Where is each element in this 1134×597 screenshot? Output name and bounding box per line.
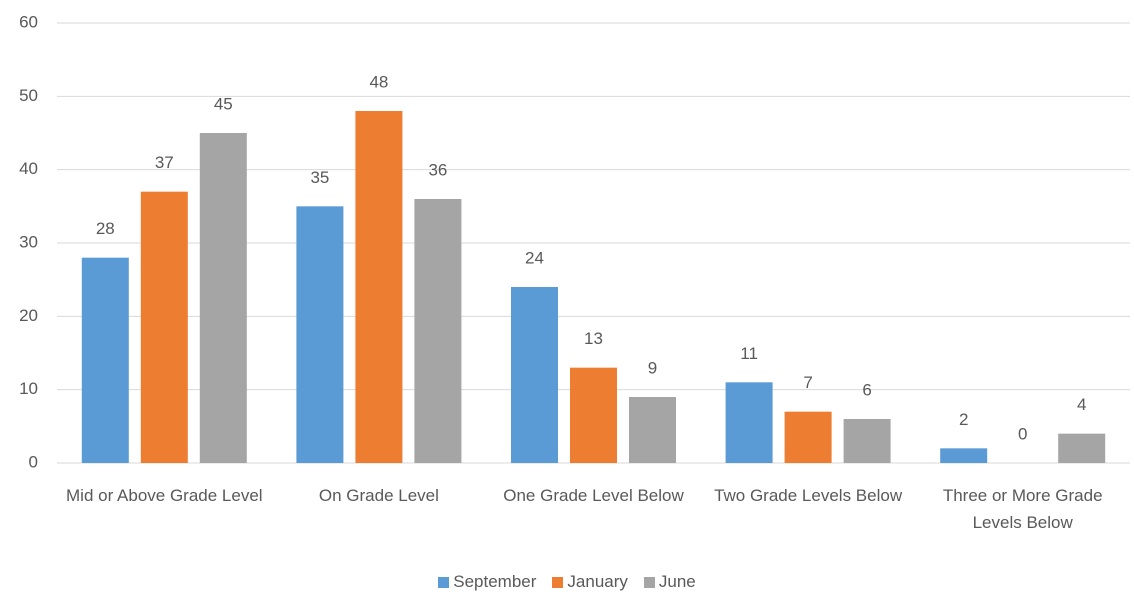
legend-swatch (438, 576, 450, 588)
value-label: 13 (584, 329, 603, 348)
bar (629, 397, 676, 463)
x-tick-label: On Grade Level (318, 486, 439, 505)
value-label: 37 (155, 153, 174, 172)
y-tick-label: 40 (19, 159, 38, 178)
value-label: 11 (740, 344, 758, 363)
x-tick-label: One Grade Level Below (503, 486, 684, 505)
value-label: 9 (648, 358, 657, 377)
bar (725, 382, 773, 463)
legend-swatch (643, 576, 655, 588)
value-label: 48 (369, 72, 388, 91)
value-label: 45 (214, 94, 233, 113)
legend-label: January (567, 572, 628, 591)
y-tick-label: 0 (29, 452, 38, 471)
y-tick-label: 20 (19, 306, 38, 325)
legend-swatch (552, 576, 564, 588)
x-tick-label: Two Grade Levels Below (714, 486, 903, 505)
y-tick-label: 10 (19, 379, 38, 398)
value-label: 35 (310, 168, 329, 187)
bar (140, 191, 188, 463)
bar (296, 206, 344, 464)
value-label: 24 (525, 248, 544, 267)
bar (843, 419, 891, 463)
y-tick-label: 30 (19, 232, 38, 251)
bar (81, 257, 129, 463)
legend: September January June (0, 572, 1134, 592)
value-label: 6 (862, 380, 871, 399)
bar (414, 199, 462, 463)
legend-item: September (438, 572, 536, 592)
y-tick-label: 60 (19, 12, 38, 31)
x-tick-label: Mid or Above Grade Level (66, 486, 263, 505)
bar (1058, 433, 1106, 463)
legend-label: June (658, 572, 696, 591)
bar (511, 287, 558, 463)
bar (199, 133, 247, 463)
bar (940, 448, 988, 463)
bar (784, 411, 832, 463)
value-label: 2 (959, 410, 968, 429)
value-label: 7 (803, 373, 812, 392)
bar (355, 111, 403, 463)
value-label: 4 (1077, 395, 1086, 414)
legend-label: September (453, 572, 537, 591)
bar (570, 367, 617, 463)
legend-item: January (552, 572, 628, 592)
value-label: 36 (428, 160, 447, 179)
legend-item: June (643, 572, 696, 592)
y-tick-label: 50 (19, 86, 38, 105)
value-label: 28 (96, 219, 115, 238)
value-label: 0 (1018, 424, 1027, 443)
x-tick-label: Three or More Grade Levels Below (942, 486, 1103, 532)
